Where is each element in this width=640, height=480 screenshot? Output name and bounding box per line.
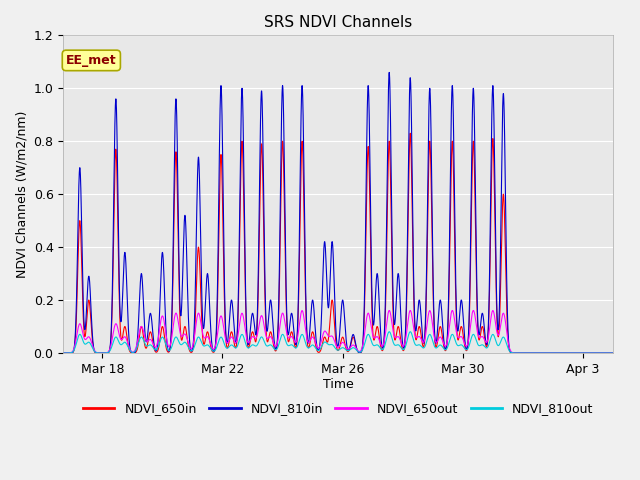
- NDVI_810out: [188, 348, 195, 354]
- NDVI_810in: [534, 350, 542, 356]
- X-axis label: Time: Time: [323, 379, 353, 392]
- Legend: NDVI_650in, NDVI_810in, NDVI_650out, NDVI_810out: NDVI_650in, NDVI_810in, NDVI_650out, NDV…: [78, 397, 598, 420]
- NDVI_650out: [53, 350, 61, 356]
- NDVI_810in: [474, 301, 481, 307]
- Text: EE_met: EE_met: [66, 54, 116, 67]
- NDVI_650in: [99, 350, 106, 356]
- NDVI_650in: [188, 349, 195, 355]
- NDVI_650in: [534, 350, 542, 356]
- NDVI_650in: [406, 131, 414, 136]
- NDVI_650out: [188, 346, 195, 351]
- NDVI_650out: [624, 350, 632, 356]
- NDVI_810out: [534, 350, 542, 356]
- NDVI_810in: [385, 70, 393, 75]
- Line: NDVI_650out: NDVI_650out: [57, 311, 628, 353]
- NDVI_810out: [624, 350, 632, 356]
- NDVI_650in: [580, 350, 588, 356]
- NDVI_650out: [615, 350, 623, 356]
- NDVI_810in: [53, 350, 61, 356]
- NDVI_810in: [580, 350, 588, 356]
- NDVI_810in: [138, 271, 145, 277]
- NDVI_810out: [138, 334, 145, 340]
- NDVI_810in: [624, 350, 632, 356]
- Line: NDVI_810in: NDVI_810in: [57, 72, 628, 353]
- NDVI_650out: [474, 328, 481, 334]
- NDVI_650out: [406, 308, 414, 313]
- NDVI_810in: [188, 348, 195, 354]
- NDVI_650in: [53, 350, 61, 356]
- Line: NDVI_650in: NDVI_650in: [57, 133, 628, 353]
- NDVI_810in: [99, 350, 106, 356]
- NDVI_810out: [615, 350, 623, 356]
- NDVI_650in: [332, 341, 340, 347]
- NDVI_650in: [474, 311, 481, 317]
- NDVI_810out: [99, 350, 106, 356]
- NDVI_650out: [138, 324, 145, 329]
- Line: NDVI_810out: NDVI_810out: [57, 332, 628, 353]
- NDVI_650in: [138, 324, 145, 330]
- Title: SRS NDVI Channels: SRS NDVI Channels: [264, 15, 412, 30]
- NDVI_650in: [624, 350, 632, 356]
- NDVI_810out: [406, 329, 414, 335]
- NDVI_650out: [332, 343, 340, 348]
- NDVI_810out: [332, 347, 340, 352]
- NDVI_810out: [53, 350, 61, 356]
- NDVI_810in: [332, 332, 340, 337]
- Y-axis label: NDVI Channels (W/m2/nm): NDVI Channels (W/m2/nm): [15, 110, 28, 278]
- NDVI_810out: [474, 340, 481, 346]
- NDVI_650out: [99, 350, 106, 356]
- NDVI_650out: [534, 350, 542, 356]
